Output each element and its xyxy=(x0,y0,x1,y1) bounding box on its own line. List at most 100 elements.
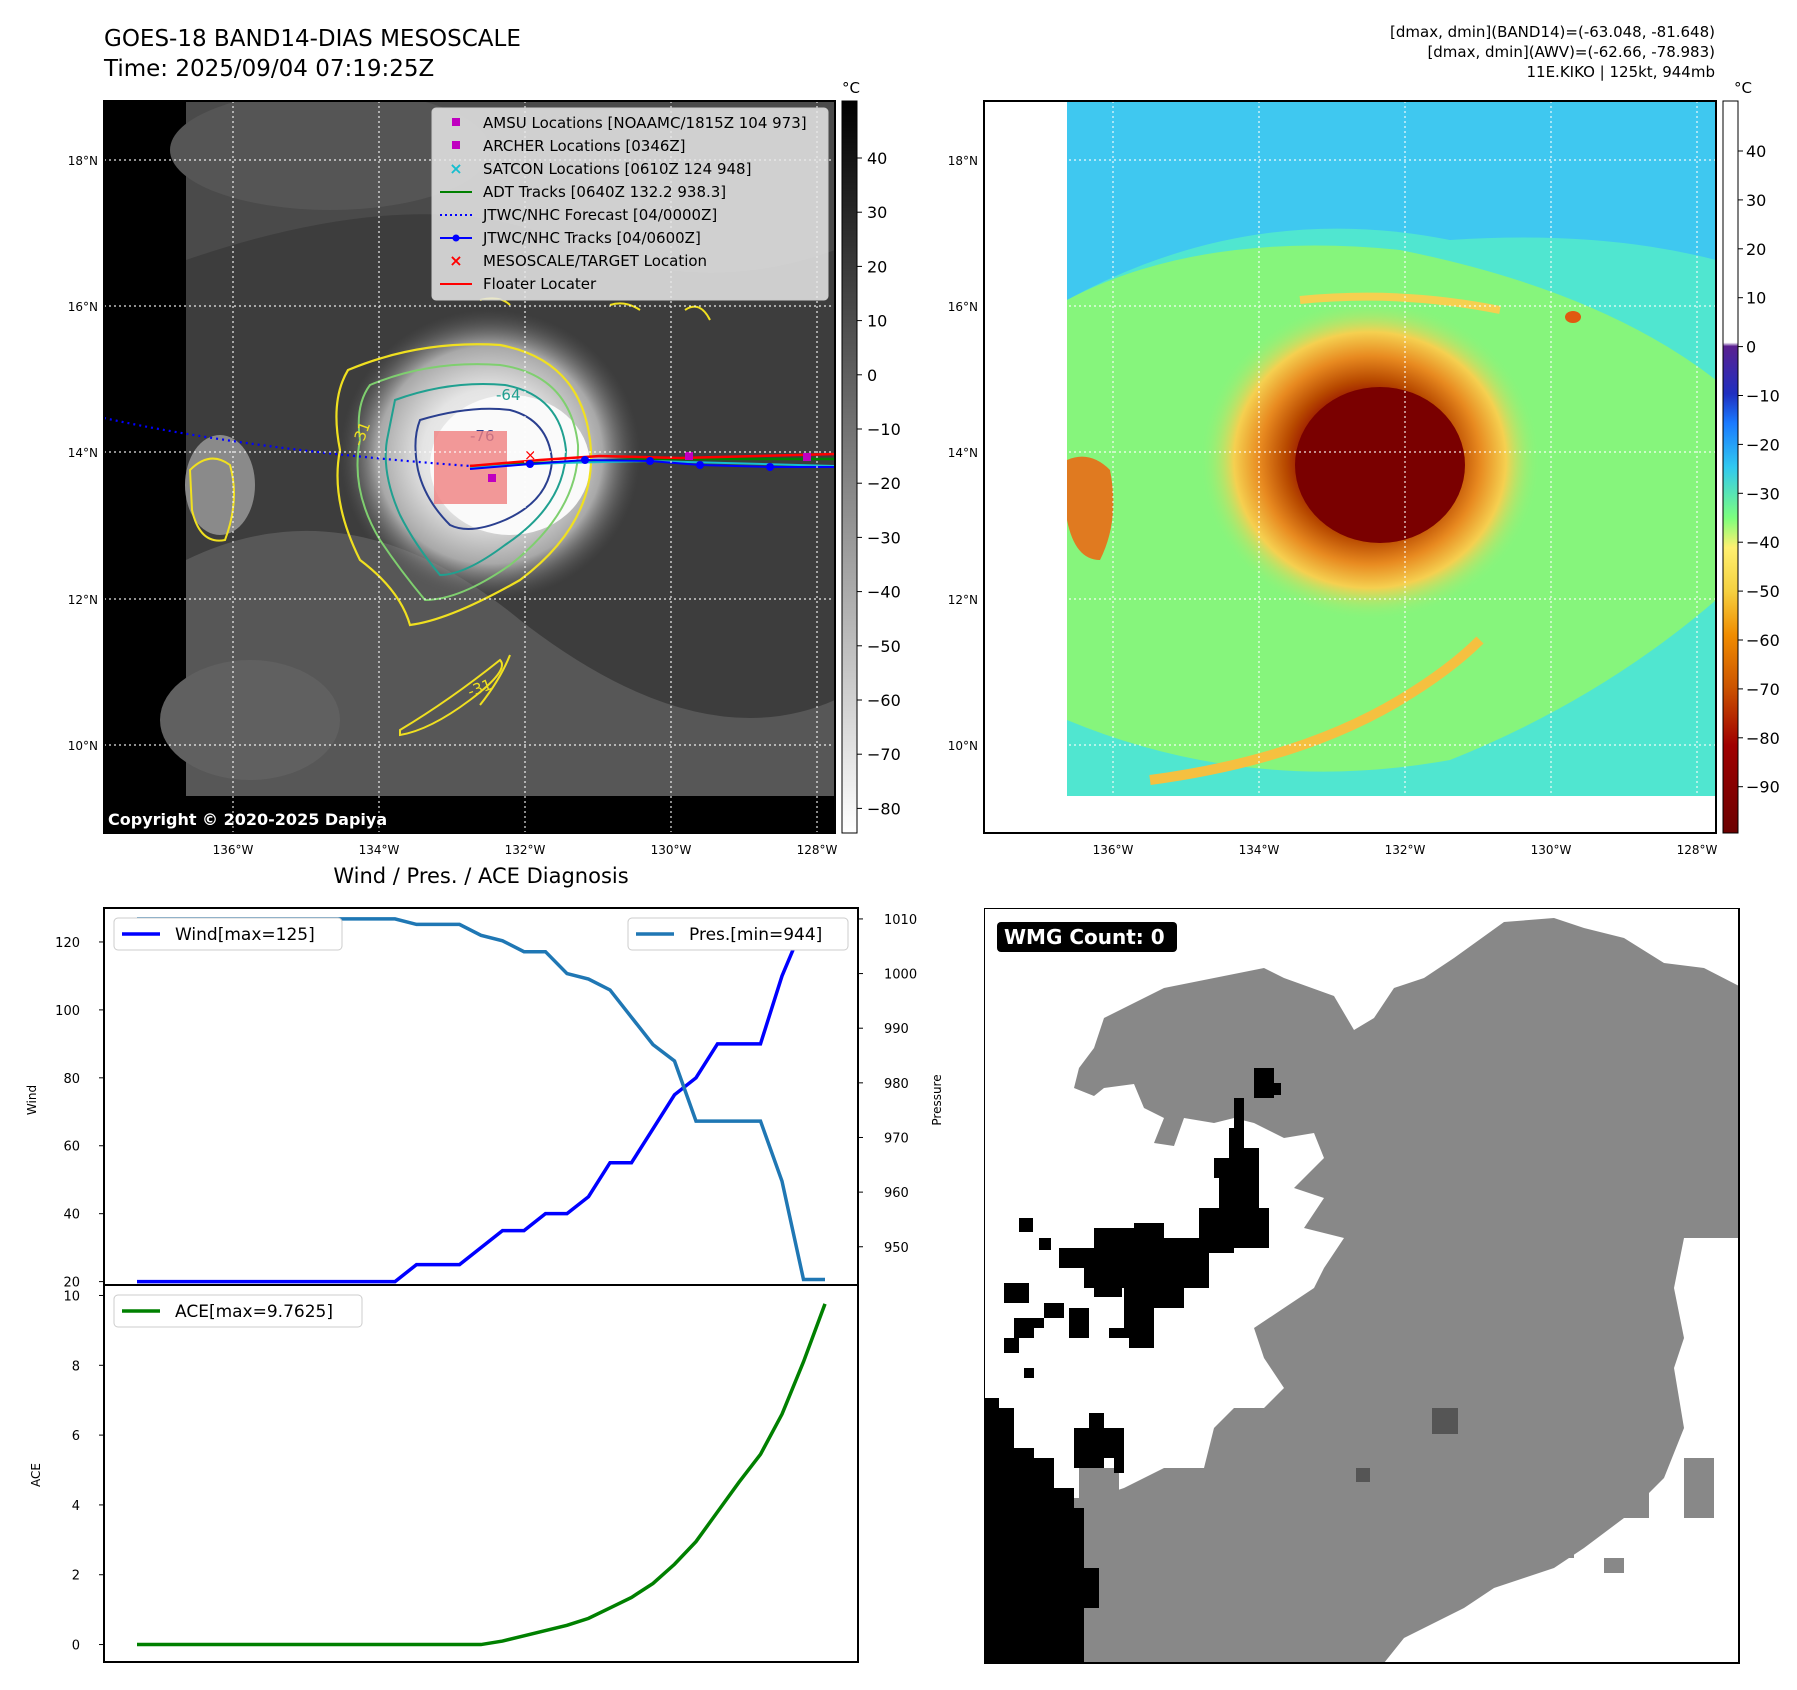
storm-info: 11E.KIKO | 125kt, 944mb xyxy=(1526,63,1715,81)
wmg-dark-cell xyxy=(1432,1408,1458,1434)
ace-ytick: 8 xyxy=(72,1359,80,1374)
legend-item: JTWC/NHC Forecast [04/0000Z] xyxy=(440,206,717,224)
pressure-legend-label: Pres.[min=944] xyxy=(689,925,822,945)
legend-label: JTWC/NHC Tracks [04/0600Z] xyxy=(482,229,701,247)
wind-axis-label: Wind xyxy=(25,1085,39,1115)
color-colorbar-tick: 0 xyxy=(1746,338,1756,357)
legend-item: AMSU Locations [NOAAMC/1815Z 104 973] xyxy=(452,114,807,132)
legend-item: Floater Locater xyxy=(440,275,597,293)
color-colorbar-tick: −40 xyxy=(1746,533,1780,552)
color-colorbar-tick: 10 xyxy=(1746,289,1766,308)
gray-colorbar-tick: 20 xyxy=(867,257,887,276)
lon-label: 134°W xyxy=(359,843,400,857)
gray-colorbar-tick: 10 xyxy=(867,312,887,331)
legend-label: ARCHER Locations [0346Z] xyxy=(483,137,686,155)
gray-colorbar-unit: °C xyxy=(842,79,860,97)
color-colorbar-tick: −10 xyxy=(1746,387,1780,406)
pressure-ytick: 960 xyxy=(884,1186,909,1201)
wind-legend: Wind[max=125] xyxy=(113,917,343,951)
ace-ytick: 4 xyxy=(72,1499,80,1514)
wmg-gray-region xyxy=(988,918,1739,1663)
header-info: [dmax, dmin](BAND14)=(-63.048, -81.648) … xyxy=(1390,22,1715,82)
legend-label: MESOSCALE/TARGET Location xyxy=(483,252,707,270)
gray-colorbar-tick: −40 xyxy=(867,583,901,602)
figure-time: Time: 2025/09/04 07:19:25Z xyxy=(104,56,435,82)
legend-item: ADT Tracks [0640Z 132.2 938.3] xyxy=(440,183,726,201)
color-colorbar-tick: −60 xyxy=(1746,631,1780,650)
color-colorbar-tick: −20 xyxy=(1746,435,1780,454)
lon-label: 132°W xyxy=(505,843,546,857)
lat-label: 12°N xyxy=(948,593,978,607)
color-colorbar-tick: 20 xyxy=(1746,240,1766,259)
gray-colorbar-tick: 0 xyxy=(867,366,877,385)
pressure-ytick: 1000 xyxy=(884,968,917,983)
legend-label: JTWC/NHC Forecast [04/0000Z] xyxy=(482,206,717,224)
legend-item: × MESOSCALE/TARGET Location xyxy=(449,251,707,270)
figure-title: GOES-18 BAND14-DIAS MESOSCALE xyxy=(104,26,521,52)
gray-colorbar-tick: −50 xyxy=(867,637,901,656)
lon-label: 136°W xyxy=(213,843,254,857)
pressure-axis-label: Pressure xyxy=(930,1074,944,1125)
legend-item: × SATCON Locations [0610Z 124 948] xyxy=(449,159,751,178)
ace-series-line xyxy=(137,1303,827,1647)
lat-label: 14°N xyxy=(948,446,978,460)
pressure-ytick: 970 xyxy=(884,1131,909,1146)
ace-axis-label: ACE xyxy=(29,1463,43,1487)
lat-label: 10°N xyxy=(948,739,978,753)
lon-label: 128°W xyxy=(1677,843,1718,857)
legend-label: SATCON Locations [0610Z 124 948] xyxy=(483,160,751,178)
color-colorbar-tick: −90 xyxy=(1746,778,1780,797)
ace-ytick: 10 xyxy=(63,1289,80,1304)
ace-ytick: 6 xyxy=(72,1429,80,1444)
gray-colorbar-tick: −30 xyxy=(867,528,901,547)
lat-label: 10°N xyxy=(68,739,98,753)
legend-label: AMSU Locations [NOAAMC/1815Z 104 973] xyxy=(483,114,807,132)
wind-ytick: 80 xyxy=(63,1072,80,1087)
gray-colorbar-tick: −10 xyxy=(867,420,901,439)
ace-ytick: 0 xyxy=(72,1639,80,1654)
legend-marker-x: × xyxy=(449,159,462,178)
awv-map xyxy=(984,101,1716,833)
color-colorbar-tick: −30 xyxy=(1746,484,1780,503)
diagnosis-charts: 2040608010012095096097098099010001010Win… xyxy=(25,907,944,1663)
color-colorbar-unit: °C xyxy=(1734,79,1752,97)
wind-series-line xyxy=(137,923,825,1284)
lon-label: 130°W xyxy=(651,843,692,857)
gray-colorbar-tick: −80 xyxy=(867,799,901,818)
wmg-panel: WMG Count: 0 xyxy=(984,908,1740,1664)
band14-map: -64 -76 -31 -31 × xyxy=(104,101,835,833)
ace-ytick: 2 xyxy=(72,1569,80,1584)
gray-colorbar-tick: 40 xyxy=(867,149,887,168)
lon-label: 136°W xyxy=(1093,843,1134,857)
dmax-awv: [dmax, dmin](AWV)=(-62.66, -78.983) xyxy=(1427,43,1715,61)
color-colorbar-tick: 40 xyxy=(1746,142,1766,161)
legend-marker-x: × xyxy=(449,251,462,270)
wmg-black-region xyxy=(984,1068,1281,1663)
gray-colorbar-tick: −70 xyxy=(867,745,901,764)
color-colorbar xyxy=(1722,100,1739,834)
pressure-ytick: 1010 xyxy=(884,913,917,928)
color-colorbar-tick: −80 xyxy=(1746,729,1780,748)
jtwc-forecast-track xyxy=(104,416,471,468)
lon-label: 134°W xyxy=(1239,843,1280,857)
gray-colorbar-tick: −20 xyxy=(867,474,901,493)
gray-colorbar-tick: −60 xyxy=(867,691,901,710)
lat-label: 14°N xyxy=(68,446,98,460)
legend-label: Floater Locater xyxy=(483,275,597,293)
lat-label: 18°N xyxy=(68,154,98,168)
gray-colorbar xyxy=(841,100,858,834)
wind-ytick: 40 xyxy=(63,1208,80,1223)
wind-ytick: 60 xyxy=(63,1140,80,1155)
color-colorbar-tick: −50 xyxy=(1746,582,1780,601)
lon-label: 130°W xyxy=(1531,843,1572,857)
gray-colorbar-tick: 30 xyxy=(867,203,887,222)
wmg-count-box xyxy=(997,922,1177,952)
lat-label: 18°N xyxy=(948,154,978,168)
lon-label: 128°W xyxy=(797,843,838,857)
pressure-ytick: 990 xyxy=(884,1022,909,1037)
contour-label: -64 xyxy=(496,386,521,404)
copyright: Copyright © 2020-2025 Dapiya xyxy=(108,810,387,829)
color-colorbar-tick: −70 xyxy=(1746,680,1780,699)
diagnosis-title: Wind / Pres. / ACE Diagnosis xyxy=(333,864,629,888)
